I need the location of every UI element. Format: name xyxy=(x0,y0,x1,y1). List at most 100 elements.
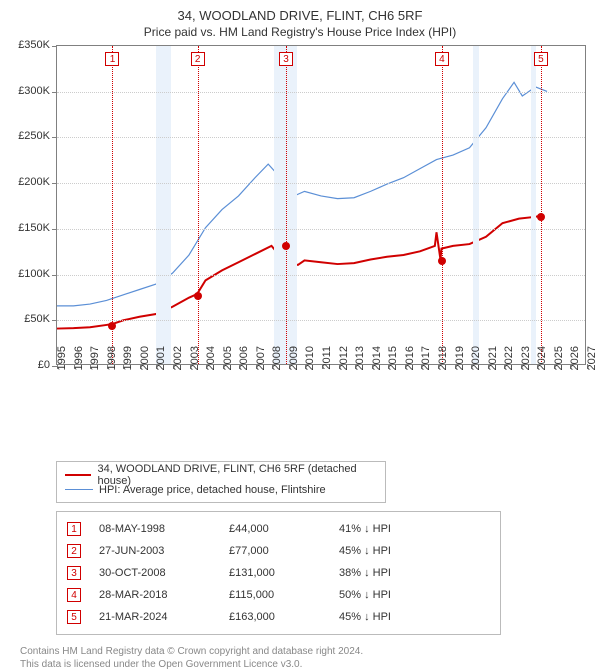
y-axis-label: £0 xyxy=(10,359,50,371)
series-point xyxy=(194,292,202,300)
x-axis-label: 1999 xyxy=(122,346,134,396)
x-axis-label: 1997 xyxy=(89,346,101,396)
chart-title-sub: Price paid vs. HM Land Registry's House … xyxy=(10,25,590,39)
sale-delta: 50% ↓ HPI xyxy=(339,589,439,601)
x-axis-label: 2006 xyxy=(238,346,250,396)
x-axis-label: 2025 xyxy=(553,346,565,396)
sale-marker-box: 1 xyxy=(105,52,119,66)
sale-price: £131,000 xyxy=(229,567,339,579)
sale-delta: 41% ↓ HPI xyxy=(339,523,439,535)
chart-title-main: 34, WOODLAND DRIVE, FLINT, CH6 5RF xyxy=(10,8,590,23)
sale-marker-line xyxy=(442,46,443,364)
gridline xyxy=(57,275,585,276)
x-axis-label: 2016 xyxy=(404,346,416,396)
x-axis-label: 2024 xyxy=(536,346,548,396)
footer-line2: This data is licensed under the Open Gov… xyxy=(20,658,590,671)
x-axis-label: 2002 xyxy=(172,346,184,396)
sale-marker-box: 2 xyxy=(191,52,205,66)
series-point xyxy=(537,213,545,221)
sale-delta: 45% ↓ HPI xyxy=(339,611,439,623)
sale-marker-line xyxy=(541,46,542,364)
x-axis-label: 2017 xyxy=(420,346,432,396)
x-axis-label: 2015 xyxy=(387,346,399,396)
sale-date: 21-MAR-2024 xyxy=(99,611,229,623)
y-axis-label: £50K xyxy=(10,313,50,325)
x-axis-label: 2018 xyxy=(437,346,449,396)
x-axis-label: 2000 xyxy=(139,346,151,396)
sales-table: 1 08-MAY-1998£44,00041% ↓ HPI 2 27-JUN-2003… xyxy=(56,511,501,635)
gridline xyxy=(57,92,585,93)
series-point xyxy=(108,322,116,330)
plot-region: 1 2 3 4 5 xyxy=(56,45,586,365)
table-row: 428-MAR-2018£115,00050% ↓ HPI xyxy=(67,584,490,606)
chart-title-block: 34, WOODLAND DRIVE, FLINT, CH6 5RF Price… xyxy=(10,8,590,39)
recession-band xyxy=(473,46,480,364)
gridline xyxy=(57,137,585,138)
y-axis-label: £250K xyxy=(10,130,50,142)
footer-line1: Contains HM Land Registry data © Crown c… xyxy=(20,645,590,658)
chart-lines-svg xyxy=(57,46,585,364)
series-point xyxy=(438,257,446,265)
sale-index-box: 1 xyxy=(67,522,81,536)
sale-price: £163,000 xyxy=(229,611,339,623)
legend-row: 34, WOODLAND DRIVE, FLINT, CH6 5RF (deta… xyxy=(65,467,377,482)
sale-price: £44,000 xyxy=(229,523,339,535)
sale-marker-box: 5 xyxy=(534,52,548,66)
x-axis-label: 2008 xyxy=(271,346,283,396)
x-axis-label: 2027 xyxy=(586,346,598,396)
x-axis-label: 2001 xyxy=(155,346,167,396)
sale-delta: 45% ↓ HPI xyxy=(339,545,439,557)
x-axis-label: 2005 xyxy=(222,346,234,396)
x-axis-label: 2023 xyxy=(520,346,532,396)
x-axis-label: 2014 xyxy=(371,346,383,396)
table-row: 1 08-MAY-1998£44,00041% ↓ HPI xyxy=(67,518,490,540)
x-axis-label: 2009 xyxy=(288,346,300,396)
table-row: 2 27-JUN-2003£77,00045% ↓ HPI xyxy=(67,540,490,562)
table-row: 5 21-MAR-2024£163,00045% ↓ HPI xyxy=(67,606,490,628)
sale-marker-box: 4 xyxy=(435,52,449,66)
x-axis-label: 2020 xyxy=(470,346,482,396)
recession-band xyxy=(156,46,171,364)
sale-marker-line xyxy=(286,46,287,364)
sale-index-box: 5 xyxy=(67,610,81,624)
legend-label: HPI: Average price, detached house, Flin… xyxy=(99,484,326,496)
x-axis-label: 1996 xyxy=(73,346,85,396)
x-axis-label: 2012 xyxy=(338,346,350,396)
x-axis-label: 2013 xyxy=(354,346,366,396)
sale-index-box: 3 xyxy=(67,566,81,580)
x-axis-label: 2011 xyxy=(321,346,333,396)
x-axis-label: 2010 xyxy=(304,346,316,396)
table-row: 3 30-OCT-2008£131,00038% ↓ HPI xyxy=(67,562,490,584)
sale-date: 27-JUN-2003 xyxy=(99,545,229,557)
legend-swatch xyxy=(65,489,93,490)
sale-index-box: 4 xyxy=(67,588,81,602)
x-axis-label: 2021 xyxy=(487,346,499,396)
x-axis-label: 1995 xyxy=(56,346,68,396)
series-point xyxy=(282,242,290,250)
sale-marker-line xyxy=(198,46,199,364)
x-axis-label: 2007 xyxy=(255,346,267,396)
sale-marker-box: 3 xyxy=(279,52,293,66)
x-axis-label: 1998 xyxy=(106,346,118,396)
gridline xyxy=(57,320,585,321)
footer-attribution: Contains HM Land Registry data © Crown c… xyxy=(20,645,590,671)
sale-date: 08-MAY-1998 xyxy=(99,523,229,535)
x-axis-label: 2022 xyxy=(503,346,515,396)
x-axis-label: 2026 xyxy=(569,346,581,396)
y-axis-label: £350K xyxy=(10,39,50,51)
sale-index-box: 2 xyxy=(67,544,81,558)
y-axis-label: £150K xyxy=(10,222,50,234)
y-axis-label: £100K xyxy=(10,268,50,280)
x-axis-label: 2004 xyxy=(205,346,217,396)
x-axis-label: 2003 xyxy=(189,346,201,396)
gridline xyxy=(57,229,585,230)
sale-delta: 38% ↓ HPI xyxy=(339,567,439,579)
sale-date: 28-MAR-2018 xyxy=(99,589,229,601)
x-axis-label: 2019 xyxy=(454,346,466,396)
legend-box: 34, WOODLAND DRIVE, FLINT, CH6 5RF (deta… xyxy=(56,461,386,503)
series-price_paid xyxy=(57,216,539,329)
sale-date: 30-OCT-2008 xyxy=(99,567,229,579)
chart-area: 12345 £0£50K£100K£150K£200K£250K£300K£35… xyxy=(10,45,590,415)
gridline xyxy=(57,183,585,184)
sale-price: £77,000 xyxy=(229,545,339,557)
